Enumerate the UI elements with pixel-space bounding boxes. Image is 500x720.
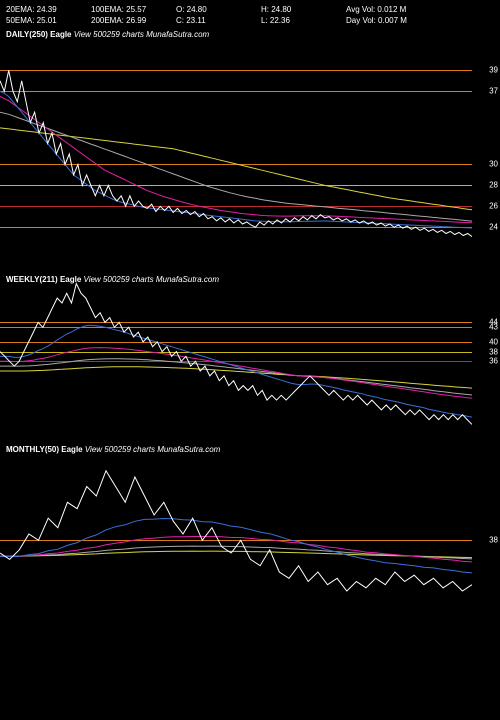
monthly-title-rest: View 500259 charts MunafaSutra.com bbox=[85, 445, 220, 454]
monthly-title: MONTHLY(50) Eagle View 500259 charts Mun… bbox=[6, 445, 220, 454]
monthly-chart-area bbox=[0, 439, 472, 629]
avgvol-stat: Avg Vol: 0.012 M bbox=[346, 4, 446, 15]
y-axis-label: 38 bbox=[489, 347, 498, 356]
y-axis-label: 26 bbox=[489, 202, 498, 211]
ema20-stat: 20EMA: 24.39 bbox=[6, 4, 91, 15]
daily-title-prefix: DAILY(250) Eagle bbox=[6, 30, 74, 39]
weekly-title-prefix: WEEKLY(211) Eagle bbox=[6, 275, 84, 284]
ema200-stat: 200EMA: 26.99 bbox=[91, 15, 176, 26]
daily-svg bbox=[0, 39, 472, 269]
monthly-ema50-line bbox=[0, 537, 472, 562]
daily-ema100-line bbox=[0, 112, 472, 221]
y-axis-label: 38 bbox=[489, 536, 498, 545]
weekly-y-labels: 4443403836 bbox=[474, 269, 500, 439]
monthly-ema100-line bbox=[0, 546, 472, 559]
monthly-svg bbox=[0, 439, 472, 629]
monthly-y-labels: 38 bbox=[474, 439, 500, 629]
monthly-ema200-line bbox=[0, 551, 472, 558]
weekly-ema50-line bbox=[0, 348, 472, 399]
y-axis-label: 36 bbox=[489, 357, 498, 366]
header-stats: 20EMA: 24.39 100EMA: 25.57 O: 24.80 H: 2… bbox=[0, 0, 500, 28]
header-row-2: 50EMA: 25.01 200EMA: 26.99 C: 23.11 L: 2… bbox=[6, 15, 494, 26]
weekly-svg bbox=[0, 269, 472, 439]
y-axis-label: 43 bbox=[489, 323, 498, 332]
weekly-ema100-line bbox=[0, 359, 472, 395]
y-axis-label: 40 bbox=[489, 337, 498, 346]
close-stat: C: 23.11 bbox=[176, 15, 261, 26]
daily-chart-area bbox=[0, 39, 472, 269]
weekly-chart-panel: WEEKLY(211) Eagle View 500259 charts Mun… bbox=[0, 269, 500, 439]
daily-price-line bbox=[0, 70, 472, 236]
y-axis-label: 28 bbox=[489, 181, 498, 190]
open-stat: O: 24.80 bbox=[176, 4, 261, 15]
y-axis-label: 37 bbox=[489, 87, 498, 96]
monthly-price-line bbox=[0, 471, 472, 591]
header-row-1: 20EMA: 24.39 100EMA: 25.57 O: 24.80 H: 2… bbox=[6, 4, 494, 15]
daily-y-labels: 39 37 30 28 26 24 bbox=[474, 39, 500, 269]
y-axis-label: 39 bbox=[489, 66, 498, 75]
high-stat: H: 24.80 bbox=[261, 4, 346, 15]
y-axis-label: 30 bbox=[489, 160, 498, 169]
daily-title-rest: View 500259 charts MunafaSutra.com bbox=[74, 30, 209, 39]
ema50-stat: 50EMA: 25.01 bbox=[6, 15, 91, 26]
monthly-title-prefix: MONTHLY(50) Eagle bbox=[6, 445, 85, 454]
daily-ema200-line bbox=[0, 128, 472, 210]
weekly-title: WEEKLY(211) Eagle View 500259 charts Mun… bbox=[6, 275, 219, 284]
daily-title: DAILY(250) Eagle View 500259 charts Muna… bbox=[0, 28, 500, 39]
ema100-stat: 100EMA: 25.57 bbox=[91, 4, 176, 15]
dayvol-stat: Day Vol: 0.007 M bbox=[346, 15, 446, 26]
y-axis-label: 24 bbox=[489, 223, 498, 232]
low-stat: L: 22.36 bbox=[261, 15, 346, 26]
weekly-title-rest: View 500259 charts MunafaSutra.com bbox=[84, 275, 219, 284]
weekly-chart-area bbox=[0, 269, 472, 439]
monthly-chart-panel: MONTHLY(50) Eagle View 500259 charts Mun… bbox=[0, 439, 500, 629]
daily-chart-panel: 39 37 30 28 26 24 bbox=[0, 39, 500, 269]
monthly-ema20-line bbox=[0, 519, 472, 573]
